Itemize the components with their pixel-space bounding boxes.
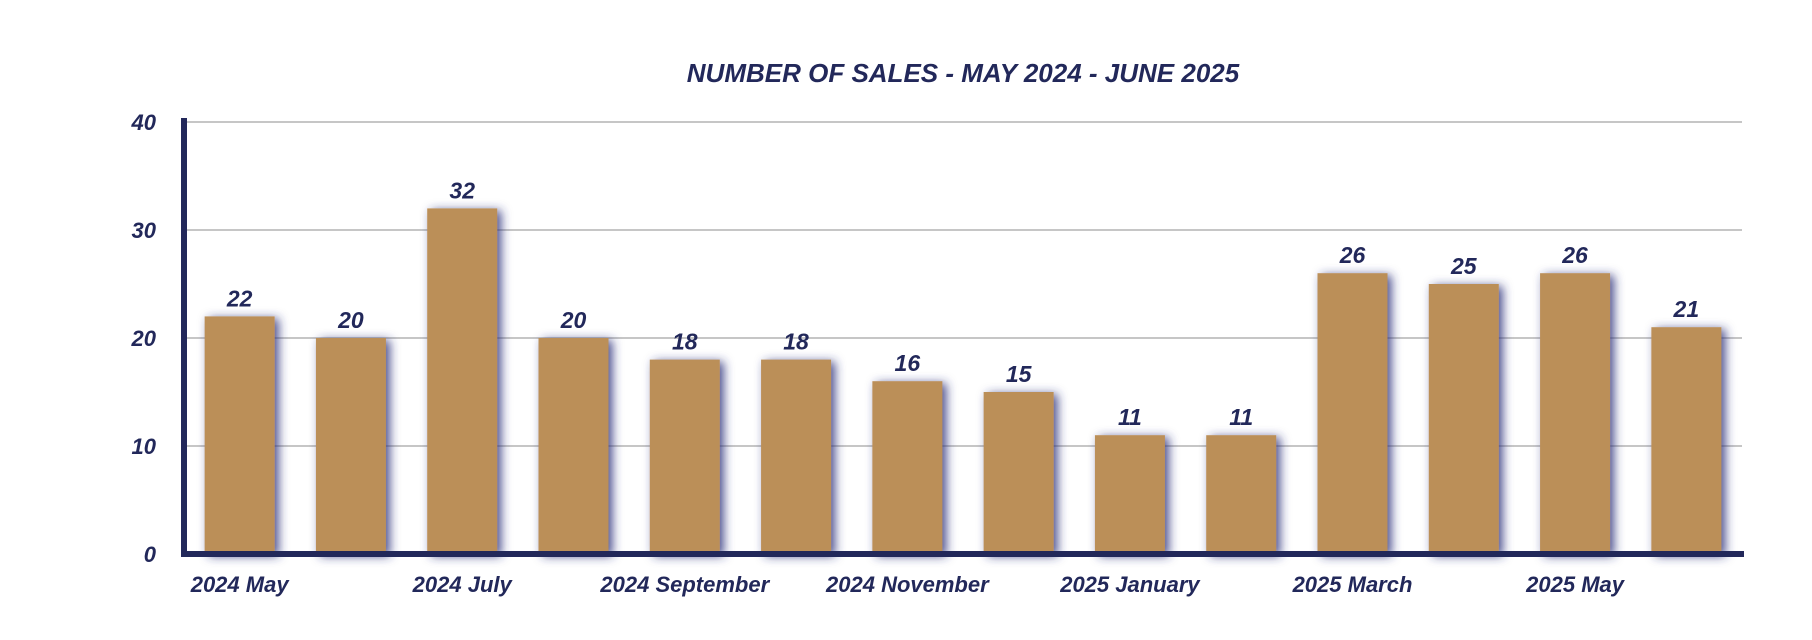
data-label: 25: [1450, 253, 1478, 279]
bar: [1317, 273, 1388, 554]
data-label: 20: [560, 307, 587, 333]
bar: [1651, 327, 1722, 554]
data-labels: 22 20 32 20 18 18 16 15 11 11 26 25 26 21: [226, 177, 1699, 430]
data-label: 20: [337, 307, 364, 333]
y-tick-label: 20: [131, 326, 157, 351]
data-label: 15: [1006, 361, 1033, 387]
data-label: 22: [226, 285, 253, 311]
bar: [204, 316, 275, 554]
x-tick-label: 2025 January: [1059, 572, 1201, 597]
bar: [1428, 284, 1499, 554]
x-tick-label: 2025 May: [1525, 572, 1626, 597]
data-label: 26: [1339, 242, 1366, 268]
bar: [1094, 435, 1165, 554]
gridlines: [184, 121, 1742, 447]
bar: [427, 208, 498, 554]
y-tick-label: 40: [131, 110, 157, 135]
bar: [761, 359, 832, 554]
y-tick-label: 10: [132, 434, 157, 459]
bar: [315, 338, 386, 554]
x-tick-label: 2024 November: [825, 572, 990, 597]
bar: [872, 381, 943, 554]
data-label: 11: [1118, 404, 1142, 430]
bar: [538, 338, 609, 554]
data-label: 16: [895, 350, 921, 376]
data-label: 18: [783, 329, 809, 355]
bar: [983, 392, 1054, 554]
bars: [204, 208, 1722, 554]
x-tick-label: 2024 September: [599, 572, 770, 597]
y-tick-labels: 0 10 20 30 40: [131, 110, 157, 567]
x-tick-label: 2024 May: [190, 572, 291, 597]
data-label: 26: [1561, 242, 1588, 268]
y-tick-label: 0: [144, 542, 157, 567]
x-tick-label: 2024 July: [412, 572, 514, 597]
chart-title: NUMBER OF SALES - MAY 2024 - JUNE 2025: [687, 58, 1240, 88]
bar: [649, 359, 720, 554]
x-tick-labels: 2024 May 2024 July 2024 September 2024 Nove…: [190, 572, 1626, 597]
data-label: 32: [449, 177, 475, 203]
bar: [1206, 435, 1277, 554]
x-tick-label: 2025 March: [1292, 572, 1413, 597]
bar: [1540, 273, 1611, 554]
data-label: 21: [1673, 296, 1700, 322]
data-label: 11: [1229, 404, 1253, 430]
y-tick-label: 30: [132, 218, 157, 243]
axes: [181, 118, 1744, 557]
data-label: 18: [672, 329, 698, 355]
